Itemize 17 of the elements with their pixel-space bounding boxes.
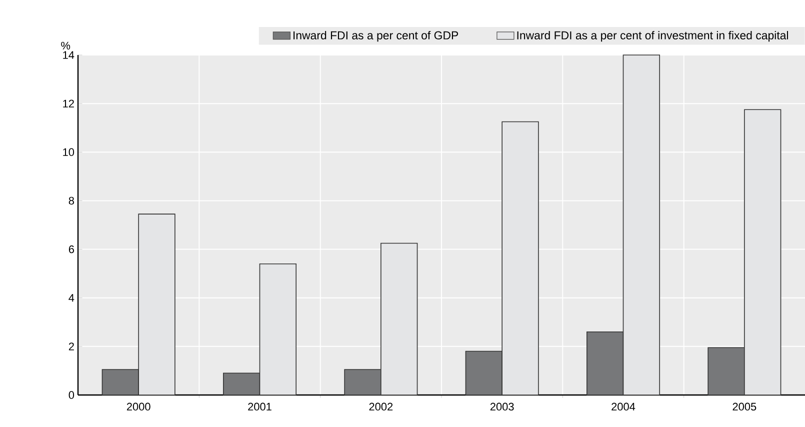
- x-tick-label: 2005: [732, 402, 756, 411]
- x-tick-label: 2002: [369, 402, 393, 411]
- legend-label: Inward FDI as a per cent of GDP: [294, 31, 458, 42]
- y-tick-label: 0: [68, 391, 74, 399]
- y-tick-label: 12: [63, 100, 74, 108]
- y-tick-label: 2: [68, 342, 74, 350]
- y-tick-label: 6: [68, 245, 74, 254]
- series-label: Inward FDI as a per cent of investment in fixed capital: [517, 31, 788, 42]
- y-tick-label: 10: [63, 148, 74, 156]
- x-tick-label: 2003: [490, 402, 514, 411]
- y-tick-label: 8: [68, 196, 74, 205]
- x-tick-label: 2004: [612, 402, 636, 411]
- y-axis-title: %: [61, 42, 70, 50]
- x-tick-label: 2001: [248, 402, 272, 411]
- y-tick-label: 4: [68, 294, 74, 302]
- x-tick-label: 2000: [126, 402, 150, 411]
- y-tick-label: 14: [63, 51, 74, 59]
